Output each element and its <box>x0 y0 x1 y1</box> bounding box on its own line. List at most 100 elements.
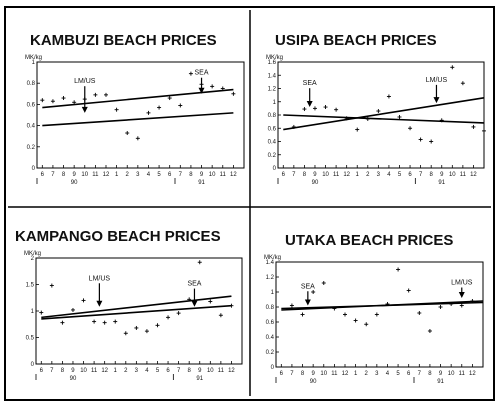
x-tick-label: 11 <box>333 172 340 178</box>
x-tick-label: 6 <box>166 368 170 374</box>
data-point <box>104 92 108 97</box>
x-tick-label: 9 <box>71 368 75 374</box>
x-tick-label: 6 <box>408 172 412 178</box>
y-tick-label: 2 <box>31 256 35 262</box>
x-tick-label: 9 <box>200 172 204 178</box>
annotation-arrow-head <box>96 300 103 307</box>
data-point <box>323 105 328 110</box>
data-point <box>374 312 379 317</box>
data-point <box>470 299 475 303</box>
y-tick-label: 1 <box>271 290 275 296</box>
data-point <box>60 320 65 325</box>
x-tick-label: 10 <box>449 172 456 178</box>
x-tick-label: 9 <box>198 368 202 374</box>
year-label: 91 <box>438 180 445 186</box>
data-point <box>135 136 140 141</box>
trend-line <box>42 112 234 127</box>
data-point <box>334 107 339 112</box>
trend-line <box>42 88 234 109</box>
x-tick-label: 4 <box>387 172 391 178</box>
data-point <box>427 329 432 333</box>
data-point <box>208 299 213 304</box>
data-point <box>187 297 192 302</box>
annotation-label: LM/US <box>426 77 448 84</box>
x-tick-label: 1 <box>356 172 360 178</box>
x-tick-label: 8 <box>189 172 193 178</box>
x-tick-label: 7 <box>419 172 423 178</box>
data-point <box>166 315 171 320</box>
y-axis-unit: MK/kg <box>264 255 281 261</box>
x-tick-label: 1 <box>354 371 358 377</box>
data-point <box>460 81 465 86</box>
year-label: 90 <box>71 180 78 186</box>
x-tick-label: 4 <box>147 172 151 178</box>
data-point <box>459 303 464 308</box>
x-tick-label: 10 <box>80 368 87 374</box>
x-tick-label: 7 <box>179 172 183 178</box>
annotation-label: SEA <box>195 70 209 77</box>
y-tick-label: 0.6 <box>266 320 275 326</box>
x-tick-label: 12 <box>103 172 110 178</box>
x-tick-label: 10 <box>81 172 88 178</box>
data-point <box>386 94 391 99</box>
trend-line <box>41 295 232 319</box>
trend-line <box>283 96 485 131</box>
data-point <box>300 312 305 317</box>
data-point <box>146 110 151 115</box>
data-point <box>353 318 358 323</box>
x-tick-label: 2 <box>126 172 130 178</box>
data-point <box>70 307 75 312</box>
x-tick-label: 11 <box>460 172 467 178</box>
data-point <box>123 331 128 336</box>
y-tick-label: 0.6 <box>27 102 36 108</box>
y-axis-unit: MK/kg <box>266 55 283 61</box>
chart-usipa: USIPA BEACH PRICES MK/kg 0 0.2 0.4 0.6 0.8 1 1.2… <box>266 32 486 186</box>
data-point <box>39 310 44 315</box>
chart-title: KAMBUZI BEACH PRICES <box>30 32 217 49</box>
x-tick-label: 12 <box>469 371 476 377</box>
annotation-label: LM/US <box>89 275 111 282</box>
data-point <box>93 92 98 97</box>
y-tick-label: 0.6 <box>268 126 277 132</box>
x-tick-label: 6 <box>280 371 284 377</box>
x-tick-label: 3 <box>136 172 140 178</box>
x-tick-label: 10 <box>322 172 329 178</box>
y-tick-label: 0.4 <box>266 335 275 341</box>
x-tick-label: 9 <box>72 172 76 178</box>
x-tick-label: 1 <box>115 172 119 178</box>
data-point <box>408 126 413 131</box>
y-tick-label: 0 <box>273 166 277 172</box>
x-tick-label: 8 <box>303 172 307 178</box>
x-tick-label: 11 <box>331 371 338 377</box>
data-point <box>344 116 349 121</box>
year-label: 90 <box>70 376 77 382</box>
x-tick-label: 1 <box>114 368 118 374</box>
annotation-arrow-head <box>304 299 311 306</box>
x-tick-label: 8 <box>430 172 434 178</box>
x-tick-label: 7 <box>50 368 54 374</box>
x-tick-label: 5 <box>157 172 161 178</box>
data-point <box>61 96 66 101</box>
data-point <box>197 260 202 265</box>
x-tick-label: 7 <box>177 368 181 374</box>
x-tick-label: 2 <box>366 172 370 178</box>
x-tick-label: 9 <box>439 371 443 377</box>
chart-kambuzi: KAMBUZI BEACH PRICES MK/kg 0 0.2 0.4 0.6 0.8 1 6… <box>25 32 245 186</box>
data-point <box>397 114 402 119</box>
x-tick-label: 11 <box>218 368 225 374</box>
y-tick-label: 1.2 <box>266 275 275 281</box>
plot-frame <box>36 61 245 169</box>
year-label: 91 <box>196 376 203 382</box>
data-point <box>114 107 119 112</box>
y-tick-label: 0.2 <box>27 145 36 151</box>
trend-line <box>283 114 485 124</box>
data-point <box>406 288 411 293</box>
data-point <box>220 86 225 91</box>
y-tick-label: 1.4 <box>268 73 277 79</box>
x-tick-label: 11 <box>220 172 227 178</box>
data-point <box>134 325 139 330</box>
chart-title: USIPA BEACH PRICES <box>275 32 437 49</box>
x-tick-label: 11 <box>459 371 466 377</box>
x-tick-label: 7 <box>292 172 296 178</box>
